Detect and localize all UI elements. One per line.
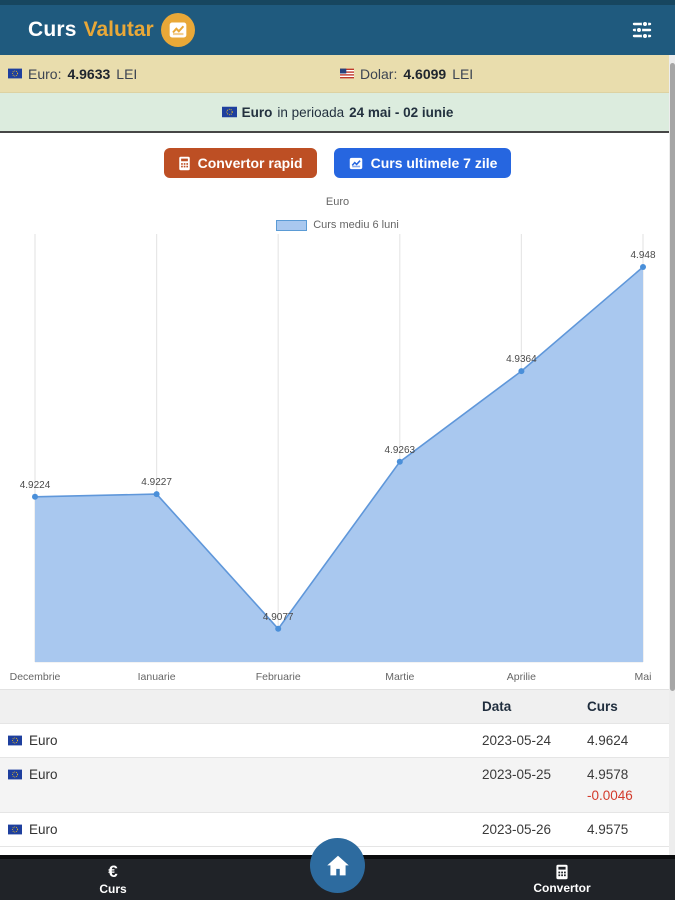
table-header-data: Data <box>482 699 512 714</box>
svg-text:4.9263: 4.9263 <box>385 445 416 456</box>
row-currency: Euro <box>29 822 58 837</box>
nav-convertor-label: Convertor <box>533 881 591 895</box>
table-row[interactable]: Euro 2023-05-24 4.9624 <box>0 724 675 758</box>
period-range: 24 mai - 02 iunie <box>349 104 454 120</box>
svg-text:Ianuarie: Ianuarie <box>138 671 176 683</box>
svg-text:4.948: 4.948 <box>630 250 655 261</box>
settings-sliders-icon[interactable] <box>627 15 657 45</box>
svg-text:Decembrie: Decembrie <box>10 671 61 683</box>
dolar-rate-unit: LEI <box>452 65 474 82</box>
svg-text:Martie: Martie <box>385 671 414 683</box>
convertor-rapid-button[interactable]: Convertor rapid <box>163 148 317 178</box>
app-header: Curs Valutar <box>0 0 675 55</box>
nav-item-curs[interactable]: € Curs <box>68 862 158 897</box>
euro-symbol-icon: € <box>108 862 118 881</box>
chart-icon <box>348 156 364 171</box>
legend-swatch <box>276 219 308 231</box>
table-row[interactable]: Euro 2023-05-25 4.9578 -0.0046 <box>0 758 675 813</box>
scrollbar-track[interactable] <box>669 55 675 855</box>
row-change-negative: -0.0046 <box>587 788 633 803</box>
svg-text:Februarie: Februarie <box>256 671 301 683</box>
table-header-row: Data Curs <box>0 690 675 724</box>
eu-flag-icon <box>8 824 22 835</box>
svg-text:4.9364: 4.9364 <box>506 354 537 365</box>
svg-text:Aprilie: Aprilie <box>507 671 536 683</box>
eu-flag-icon <box>8 769 22 780</box>
chart-legend[interactable]: Curs mediu 6 luni <box>0 219 675 231</box>
calculator-icon <box>555 864 569 880</box>
row-date: 2023-05-26 <box>482 822 552 837</box>
rates-bar: Euro: 4.9633 LEI Dolar: 4.6099 LEI <box>0 55 675 93</box>
period-bar: Euro in perioada 24 mai - 02 iunie <box>0 93 675 133</box>
period-middle-text: in perioada <box>277 104 345 120</box>
euro-rate-value: 4.9633 <box>67 65 111 82</box>
svg-text:Mai: Mai <box>635 671 652 683</box>
euro-rate: Euro: 4.9633 LEI <box>8 66 340 82</box>
chart-title: Euro <box>325 196 350 208</box>
convertor-rapid-label: Convertor rapid <box>197 155 303 171</box>
svg-text:4.9077: 4.9077 <box>263 612 294 623</box>
row-date: 2023-05-25 <box>482 767 552 782</box>
exchange-rate-chart[interactable]: 4.9224 4.9227 4.9077 4.9263 4.9364 4.948 Decem… <box>0 234 675 689</box>
eu-flag-icon <box>8 735 22 746</box>
euro-rate-label: Euro: <box>28 65 62 82</box>
dolar-rate-value: 4.6099 <box>403 65 447 82</box>
row-curs: 4.9575 <box>587 822 629 837</box>
logo-text-curs: Curs <box>28 18 77 41</box>
us-flag-icon <box>340 68 354 79</box>
logo-chart-icon <box>160 13 195 47</box>
svg-text:4.9227: 4.9227 <box>141 477 172 488</box>
action-buttons: Convertor rapid Curs ultimele 7 zile <box>0 148 675 179</box>
calculator-icon <box>178 156 191 171</box>
curs-7-zile-button[interactable]: Curs ultimele 7 zile <box>333 148 512 178</box>
row-date: 2023-05-24 <box>482 733 552 748</box>
eu-flag-icon <box>221 106 237 118</box>
period-currency: Euro <box>241 104 273 120</box>
euro-rate-unit: LEI <box>116 65 138 82</box>
rates-table: Data Curs Euro 2023-05-24 4.9624 Euro 20… <box>0 689 675 847</box>
row-currency: Euro <box>29 767 58 782</box>
logo-text-valutar: Valutar <box>83 18 154 41</box>
home-button[interactable] <box>310 838 365 893</box>
eu-flag-icon <box>8 68 22 79</box>
home-icon <box>324 852 352 880</box>
table-header-curs: Curs <box>587 699 618 714</box>
nav-curs-label: Curs <box>99 882 127 896</box>
scrollbar-thumb[interactable] <box>669 63 675 691</box>
row-curs: 4.9578 <box>587 767 629 782</box>
nav-item-convertor[interactable]: Convertor <box>517 864 607 895</box>
curs-7-zile-label: Curs ultimele 7 zile <box>370 155 498 171</box>
svg-text:4.9224: 4.9224 <box>20 480 51 491</box>
legend-label: Curs mediu 6 luni <box>313 219 399 231</box>
row-curs: 4.9624 <box>587 733 629 748</box>
dolar-rate: Dolar: 4.6099 LEI <box>340 66 473 82</box>
dolar-rate-label: Dolar: <box>360 65 398 82</box>
row-currency: Euro <box>29 733 58 748</box>
app-logo[interactable]: Curs Valutar <box>28 13 195 47</box>
